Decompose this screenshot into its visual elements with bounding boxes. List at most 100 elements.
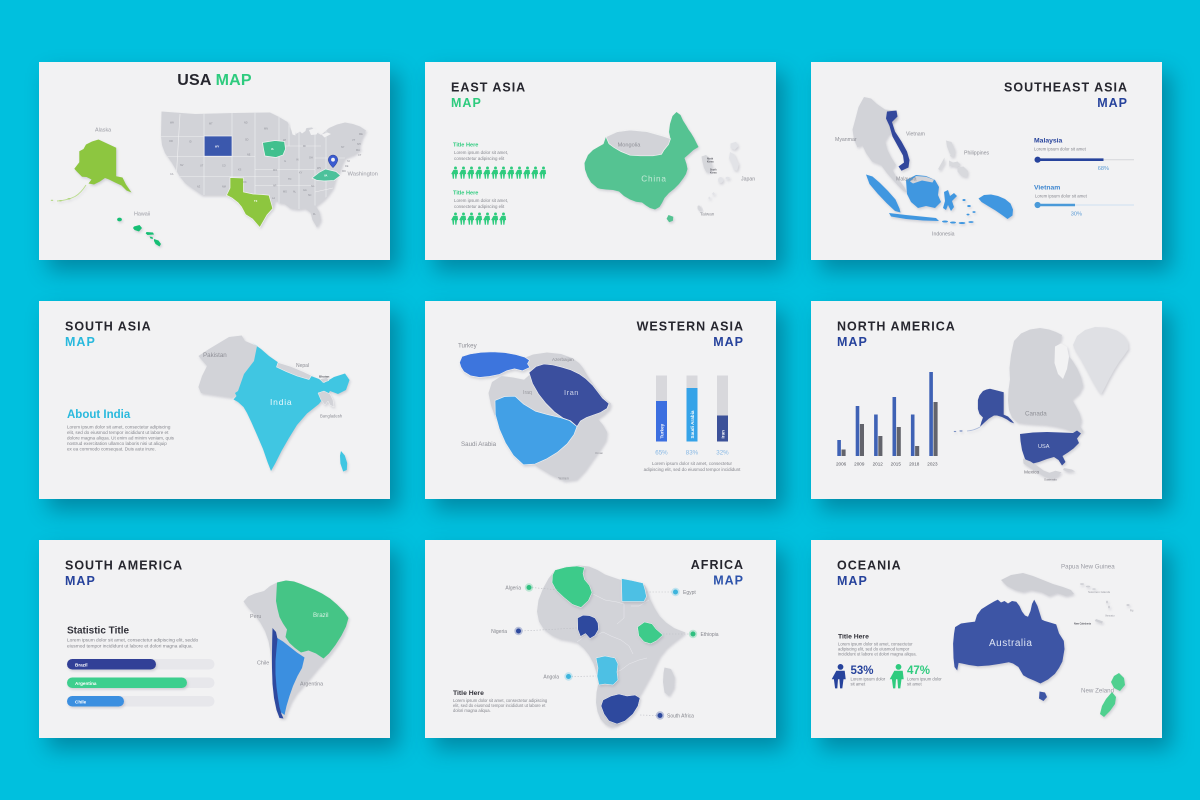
svg-text:NV: NV (180, 164, 184, 167)
svg-text:NH: NH (357, 143, 361, 146)
svg-text:MO: MO (273, 169, 277, 172)
svg-text:AL: AL (293, 191, 297, 194)
svg-text:About India: About India (67, 409, 131, 421)
svg-text:Fiji: Fiji (1130, 609, 1134, 613)
svg-text:AZ: AZ (197, 186, 201, 189)
svg-text:KY: KY (299, 172, 303, 175)
svg-text:MN: MN (264, 128, 268, 131)
svg-text:Pakistan: Pakistan (203, 352, 227, 359)
svg-text:sit amet: sit amet (851, 682, 866, 687)
svg-text:Australia: Australia (989, 638, 1032, 649)
svg-text:SOUTH AMERICA: SOUTH AMERICA (65, 559, 183, 573)
svg-text:Washington: Washington (348, 172, 378, 178)
svg-text:consectetur adipiscing elit: consectetur adipiscing elit (454, 204, 505, 209)
svg-text:nostrud exercitation ullamco l: nostrud exercitation ullamco laboris nis… (67, 441, 167, 446)
svg-text:Papua New Guinea: Papua New Guinea (1061, 564, 1115, 571)
svg-text:Turkey: Turkey (660, 423, 665, 438)
svg-text:MAP: MAP (713, 574, 744, 588)
svg-text:MA: MA (356, 149, 360, 152)
svg-text:NY: NY (341, 146, 345, 149)
svg-text:Guatemala: Guatemala (1044, 478, 1057, 482)
svg-text:53%: 53% (851, 665, 874, 677)
svg-text:WESTERN ASIA: WESTERN ASIA (637, 320, 744, 334)
svg-text:AR: AR (273, 185, 277, 188)
svg-text:Chile: Chile (257, 661, 269, 667)
svg-text:Azerbaijan: Azerbaijan (552, 357, 574, 362)
svg-text:Title Here: Title Here (453, 143, 478, 149)
svg-text:incididunt ut labore et dolori: incididunt ut labore et dolori magna ali… (838, 652, 917, 657)
svg-text:TN: TN (288, 178, 292, 181)
svg-text:Egypt: Egypt (683, 590, 696, 596)
svg-text:Lorem ipsum dolor sit amet,: Lorem ipsum dolor sit amet, (454, 198, 508, 203)
svg-text:Argentina: Argentina (75, 681, 97, 686)
svg-text:Chile: Chile (75, 700, 87, 705)
svg-text:MAP: MAP (713, 335, 744, 349)
svg-text:IA: IA (271, 147, 274, 151)
svg-text:MAP: MAP (451, 96, 482, 110)
svg-text:Alaska: Alaska (95, 128, 111, 134)
svg-text:GA: GA (303, 189, 307, 192)
svg-text:2023: 2023 (927, 462, 938, 467)
svg-text:47%: 47% (907, 665, 930, 677)
svg-text:VT: VT (352, 139, 356, 142)
svg-text:IN: IN (296, 159, 299, 162)
svg-text:Lorem ipsum dolor sit amet, co: Lorem ipsum dolor sit amet, consectetur … (67, 638, 199, 644)
svg-text:Oman: Oman (595, 451, 604, 455)
svg-text:EAST ASIA: EAST ASIA (451, 81, 526, 95)
svg-text:ID: ID (189, 141, 192, 144)
svg-text:Yemen: Yemen (558, 477, 569, 481)
svg-text:FL: FL (313, 213, 317, 216)
svg-text:OCEANIA: OCEANIA (837, 559, 902, 573)
svg-text:Iran: Iran (564, 388, 579, 397)
svg-text:elit, sed do eiusmod tempor in: elit, sed do eiusmod tempor incididunt u… (453, 703, 546, 708)
svg-text:2018: 2018 (909, 462, 920, 467)
svg-text:MI: MI (303, 145, 306, 148)
svg-text:Mexico: Mexico (1024, 470, 1040, 476)
svg-text:Title Here: Title Here (838, 634, 869, 641)
svg-text:Saudi Arabia: Saudi Arabia (690, 410, 695, 438)
svg-text:Lorem ipsum dolor: Lorem ipsum dolor (907, 677, 942, 682)
svg-text:Lorem ipsum dolor: Lorem ipsum dolor (851, 677, 886, 682)
svg-text:Malaysia: Malaysia (1034, 138, 1063, 145)
svg-text:eiusmod tempor incididunt ut l: eiusmod tempor incididunt ut labore et d… (67, 644, 193, 650)
svg-text:Lorem ipsum dolor sit amet,: Lorem ipsum dolor sit amet, (454, 150, 508, 155)
svg-text:South Africa: South Africa (667, 714, 694, 720)
svg-text:Nigeria: Nigeria (491, 629, 507, 635)
svg-text:Bangladesh: Bangladesh (320, 414, 343, 419)
svg-text:Brazil: Brazil (313, 612, 328, 619)
svg-text:Saudi Arabia: Saudi Arabia (461, 441, 497, 448)
svg-text:OR: OR (169, 140, 173, 143)
svg-text:MD: MD (342, 170, 346, 173)
svg-text:Taiwan: Taiwan (700, 212, 715, 217)
svg-text:NORTH AMERICA: NORTH AMERICA (837, 320, 956, 334)
svg-text:Philippines: Philippines (964, 151, 989, 157)
svg-text:New Caledonia: New Caledonia (1074, 623, 1092, 626)
svg-text:Lorem ipsum dolor sit amet, co: Lorem ipsum dolor sit amet, consectetur … (67, 425, 171, 430)
svg-text:South: South (710, 169, 717, 172)
svg-text:adipiscing elit, sed do eiusmo: adipiscing elit, sed do eiusmod tempor i… (644, 467, 742, 472)
svg-text:2006: 2006 (836, 462, 847, 467)
svg-text:65%: 65% (655, 450, 668, 457)
svg-text:ME: ME (359, 133, 363, 136)
svg-text:2012: 2012 (873, 462, 884, 467)
svg-text:ND: ND (244, 122, 248, 125)
svg-text:Angola: Angola (543, 675, 559, 681)
svg-text:elit, sed do eiusmod tempor in: elit, sed do eiusmod tempor incididunt u… (67, 430, 169, 435)
svg-text:Brazil: Brazil (75, 663, 88, 668)
svg-text:MS: MS (283, 191, 287, 194)
svg-text:SD: SD (245, 139, 249, 142)
svg-text:New Zeland: New Zeland (1081, 688, 1115, 695)
svg-text:MAP: MAP (1097, 96, 1128, 110)
svg-text:SOUTHEAST ASIA: SOUTHEAST ASIA (1004, 81, 1128, 95)
svg-text:DE: DE (345, 165, 349, 168)
svg-text:68%: 68% (1098, 166, 1109, 172)
svg-text:2009: 2009 (854, 462, 865, 467)
svg-text:WI: WI (283, 139, 286, 142)
svg-text:Iraq: Iraq (523, 390, 532, 396)
svg-text:Bhutan: Bhutan (319, 375, 329, 379)
svg-text:ex ea commodo consequat. Duis: ex ea commodo consequat. Duis aute irure… (67, 447, 156, 452)
svg-text:TX: TX (254, 199, 258, 203)
svg-text:Lorem ipsum dolor sit amet: Lorem ipsum dolor sit amet (1034, 147, 1087, 152)
svg-text:Solomon Islands: Solomon Islands (1088, 590, 1111, 594)
svg-text:Lorem ipsum dolor sit amet: Lorem ipsum dolor sit amet (1035, 194, 1088, 199)
